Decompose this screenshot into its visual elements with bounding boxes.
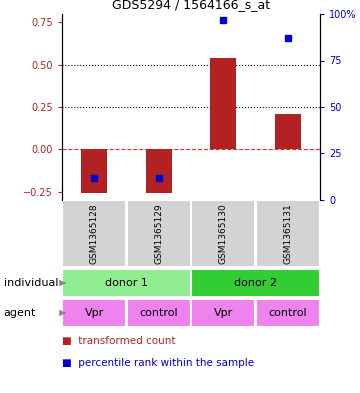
Text: Vpr: Vpr: [85, 308, 104, 318]
Bar: [191, 269, 320, 297]
Bar: [275, 114, 301, 149]
Text: GSM1365130: GSM1365130: [219, 204, 228, 264]
Text: agent: agent: [4, 308, 36, 318]
Bar: [62, 269, 191, 297]
Text: GSM1365131: GSM1365131: [283, 204, 292, 264]
Text: ■  percentile rank within the sample: ■ percentile rank within the sample: [62, 358, 254, 367]
Bar: [256, 299, 320, 327]
Text: control: control: [139, 308, 178, 318]
Bar: [210, 58, 236, 149]
Bar: [127, 299, 191, 327]
Text: donor 1: donor 1: [105, 278, 148, 288]
Bar: [191, 299, 256, 327]
Bar: [146, 149, 172, 193]
Bar: [81, 149, 107, 193]
Bar: [191, 200, 256, 267]
Text: ■  transformed count: ■ transformed count: [62, 336, 176, 346]
Text: control: control: [269, 308, 307, 318]
Text: donor 2: donor 2: [234, 278, 277, 288]
Bar: [256, 200, 320, 267]
Text: Vpr: Vpr: [213, 308, 233, 318]
Bar: [127, 200, 191, 267]
Text: GSM1365128: GSM1365128: [90, 204, 99, 264]
Title: GDS5294 / 1564166_s_at: GDS5294 / 1564166_s_at: [112, 0, 270, 11]
Bar: [62, 200, 126, 267]
Text: individual: individual: [4, 278, 58, 288]
Bar: [62, 299, 126, 327]
Text: GSM1365129: GSM1365129: [154, 204, 163, 264]
